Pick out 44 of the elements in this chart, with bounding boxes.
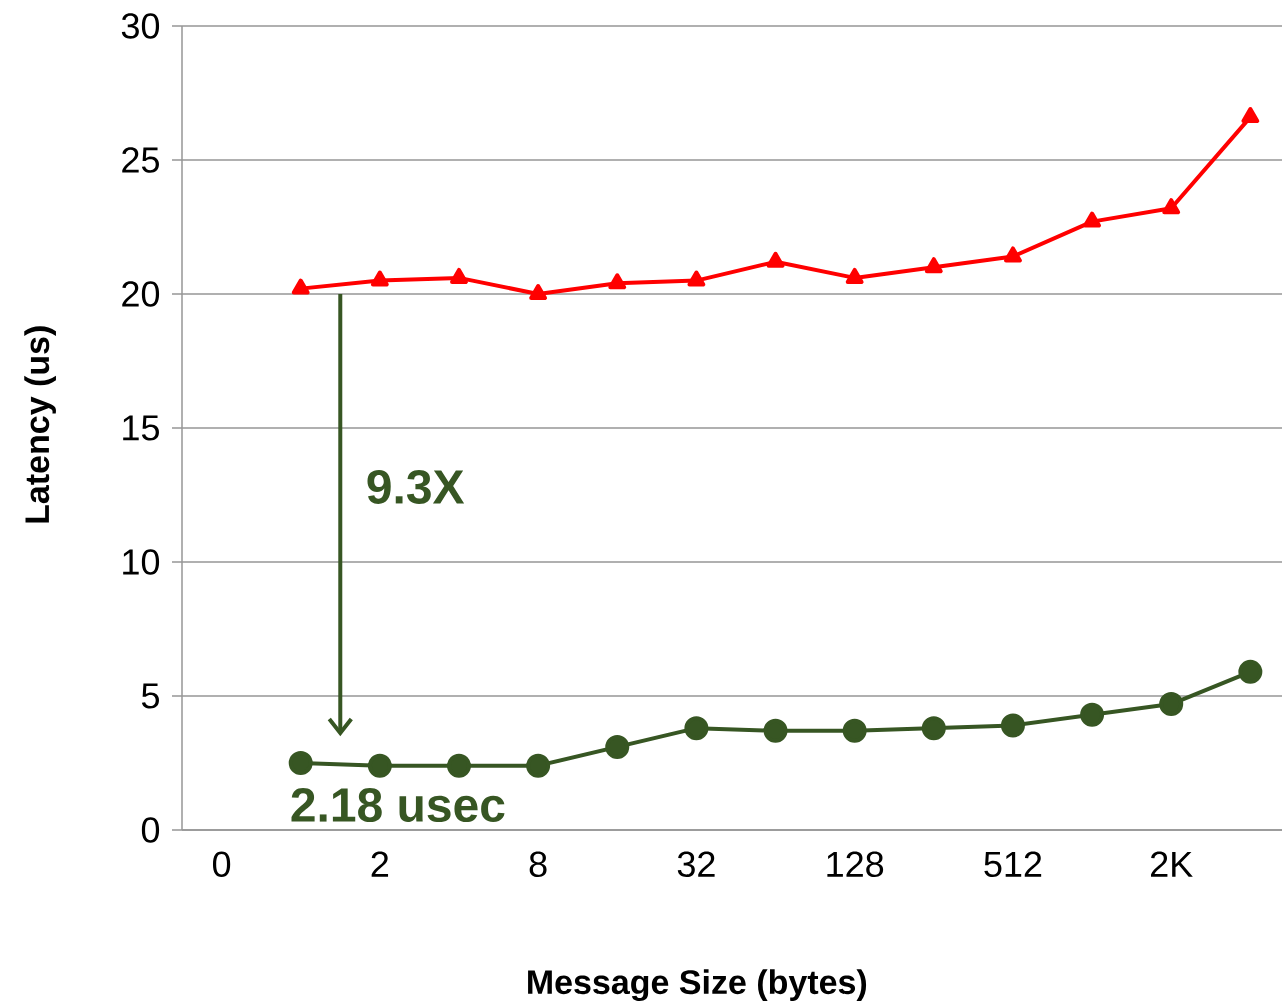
point — [1080, 702, 1105, 727]
point — [450, 267, 468, 284]
point — [766, 251, 785, 268]
point — [367, 753, 392, 778]
point — [608, 273, 627, 290]
point — [845, 267, 864, 284]
point — [605, 734, 630, 759]
y-tick-label: 15 — [123, 415, 159, 441]
x-tick-label: 0 — [212, 851, 231, 877]
y-tick-label: 5 — [141, 683, 159, 709]
point — [924, 257, 943, 274]
x-tick-label: 128 — [827, 851, 884, 877]
point — [288, 750, 313, 775]
y-tick-label: 30 — [121, 13, 160, 39]
point — [1000, 713, 1025, 738]
point — [1004, 246, 1022, 263]
y-tick-label: 0 — [141, 817, 160, 843]
y-tick-label: 20 — [122, 281, 160, 307]
point — [921, 716, 946, 741]
annotation: 9.3X — [367, 469, 465, 504]
point — [370, 270, 389, 287]
x-tick-label: 512 — [984, 851, 1042, 877]
y-axis-title: Latency (us) — [24, 326, 56, 523]
y-tick-label: 10 — [123, 549, 160, 575]
point — [291, 278, 310, 295]
point — [1241, 107, 1260, 124]
x-tick-label: 8 — [529, 851, 547, 877]
point — [687, 270, 706, 287]
point — [526, 753, 551, 778]
point — [446, 753, 471, 778]
x-tick-label: 32 — [677, 851, 715, 877]
point — [1162, 198, 1181, 215]
point — [1159, 692, 1184, 717]
point — [1238, 659, 1263, 684]
y-tick-label: 25 — [122, 147, 159, 173]
x-tick-label: 2K — [1151, 851, 1193, 877]
point — [1083, 211, 1102, 228]
point — [684, 716, 709, 741]
point — [529, 283, 548, 300]
x-axis-title: Message Size (bytes) — [528, 969, 867, 1002]
x-tick-label: 2 — [371, 851, 389, 877]
point — [842, 718, 867, 743]
point — [763, 718, 788, 743]
annotation: 2.18 usec — [291, 788, 505, 823]
